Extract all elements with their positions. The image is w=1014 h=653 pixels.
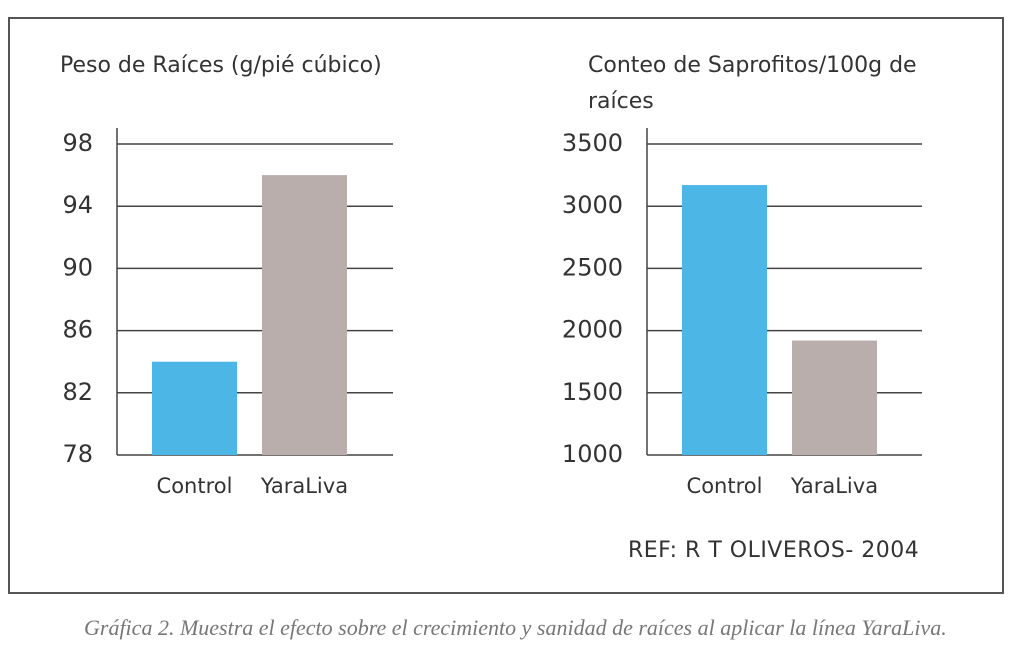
chart-title: Peso de Raíces (g/pié cúbico) xyxy=(60,53,382,78)
bar xyxy=(682,185,767,455)
frame xyxy=(8,17,1004,594)
y-tick-label: 78 xyxy=(62,440,93,468)
y-tick-label: 82 xyxy=(62,378,93,406)
y-tick-label: 90 xyxy=(62,253,93,281)
y-tick-label: 2500 xyxy=(562,253,623,281)
y-tick-label: 86 xyxy=(62,316,93,344)
y-tick-label: 1000 xyxy=(562,440,623,468)
y-tick-label: 1500 xyxy=(562,378,623,406)
y-tick-label: 3500 xyxy=(562,129,623,157)
bar xyxy=(792,340,877,455)
reference: REF: R T OLIVEROS- 2004 xyxy=(628,538,920,563)
y-tick-label: 94 xyxy=(62,191,93,219)
bar xyxy=(262,175,347,455)
x-tick-label: Control xyxy=(687,474,763,498)
x-tick-label: YaraLiva xyxy=(790,474,878,498)
y-tick-label: 2000 xyxy=(562,316,623,344)
x-tick-label: YaraLiva xyxy=(260,474,348,498)
y-tick-label: 3000 xyxy=(562,191,623,219)
chart-title: Conteo de Saprofitos/100g de raíces xyxy=(588,53,917,114)
x-tick-label: Control xyxy=(157,474,233,498)
caption: Gráfica 2. Muestra el efecto sobre el cr… xyxy=(84,615,947,640)
y-tick-label: 98 xyxy=(62,129,93,157)
bar xyxy=(152,361,237,455)
